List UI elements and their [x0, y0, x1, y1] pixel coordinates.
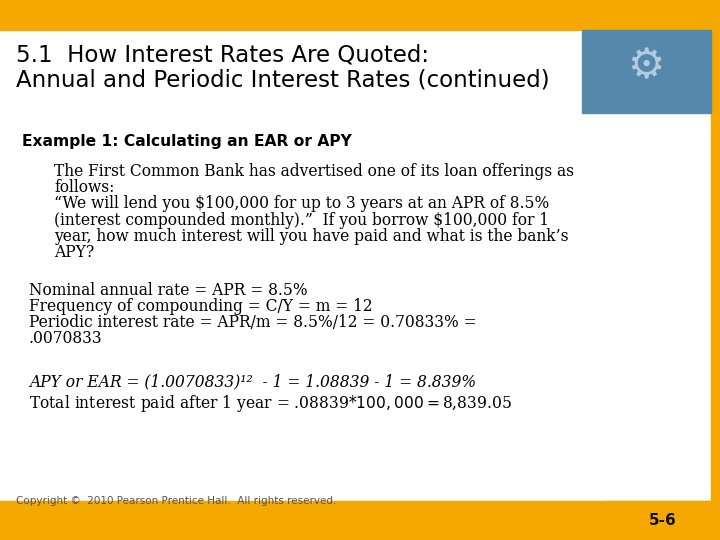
Text: APY or EAR = (1.0070833)¹²  - 1 = 1.08839 - 1 = 8.839%: APY or EAR = (1.0070833)¹² - 1 = 1.08839…	[29, 374, 476, 390]
Text: “We will lend you $100,000 for up to 3 years at an APR of 8.5%: “We will lend you $100,000 for up to 3 y…	[54, 195, 549, 212]
Text: Total interest paid after 1 year = .08839*$100,000 = $8,839.05: Total interest paid after 1 year = .0883…	[29, 393, 512, 414]
Text: APY?: APY?	[54, 244, 94, 261]
Bar	[605, 501, 720, 540]
Bar	[0, 0, 720, 30]
Text: Periodic interest rate = APR/m = 8.5%/12 = 0.70833% =: Periodic interest rate = APR/m = 8.5%/12…	[29, 314, 477, 331]
Text: Frequency of compounding = C/Y = m = 12: Frequency of compounding = C/Y = m = 12	[29, 298, 372, 315]
Text: .0070833: .0070833	[29, 330, 102, 347]
Text: Annual and Periodic Interest Rates (continued): Annual and Periodic Interest Rates (cont…	[16, 69, 549, 92]
Text: year, how much interest will you have paid and what is the bank’s: year, how much interest will you have pa…	[54, 228, 569, 245]
Bar	[711, 30, 720, 540]
Bar	[0, 501, 720, 540]
Text: 5.1  How Interest Rates Are Quoted:: 5.1 How Interest Rates Are Quoted:	[16, 43, 429, 66]
Bar	[582, 30, 711, 113]
Text: Copyright ©  2010 Pearson Prentice Hall.  All rights reserved.: Copyright © 2010 Pearson Prentice Hall. …	[16, 496, 336, 506]
Text: ⚙: ⚙	[628, 45, 665, 87]
Text: Nominal annual rate = APR = 8.5%: Nominal annual rate = APR = 8.5%	[29, 282, 307, 299]
Text: 5-6: 5-6	[649, 513, 676, 528]
Text: (interest compounded monthly).”  If you borrow $100,000 for 1: (interest compounded monthly).” If you b…	[54, 212, 549, 228]
Text: Example 1: Calculating an EAR or APY: Example 1: Calculating an EAR or APY	[22, 134, 351, 149]
Text: follows:: follows:	[54, 179, 114, 196]
Text: The First Common Bank has advertised one of its loan offerings as: The First Common Bank has advertised one…	[54, 163, 574, 180]
